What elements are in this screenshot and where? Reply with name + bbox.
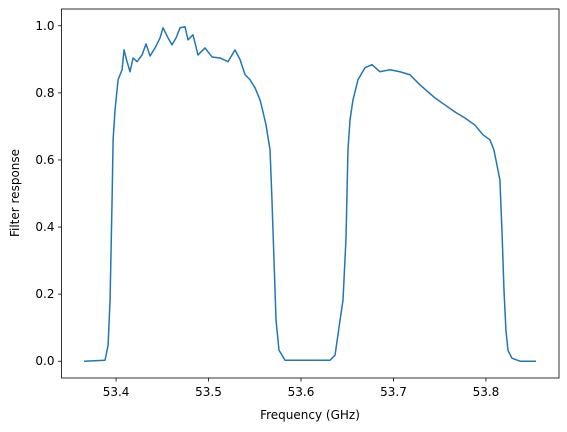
y-tick-label: 1.0 — [35, 19, 54, 33]
x-axis-label: Frequency (GHz) — [260, 408, 360, 422]
y-axis-label: Filter response — [8, 149, 22, 237]
y-tick-label: 0.0 — [35, 354, 54, 368]
x-tick-label: 53.4 — [103, 385, 130, 399]
y-tick-label: 0.2 — [35, 287, 54, 301]
x-tick-label: 53.8 — [473, 385, 500, 399]
x-tick-label: 53.5 — [195, 385, 222, 399]
y-tick-label: 0.4 — [35, 220, 54, 234]
x-tick-label: 53.6 — [288, 385, 315, 399]
y-tick-label: 0.6 — [35, 153, 54, 167]
y-tick-label: 0.8 — [35, 86, 54, 100]
x-tick-label: 53.7 — [380, 385, 407, 399]
plot-frame — [61, 8, 560, 379]
data-line — [84, 26, 536, 362]
